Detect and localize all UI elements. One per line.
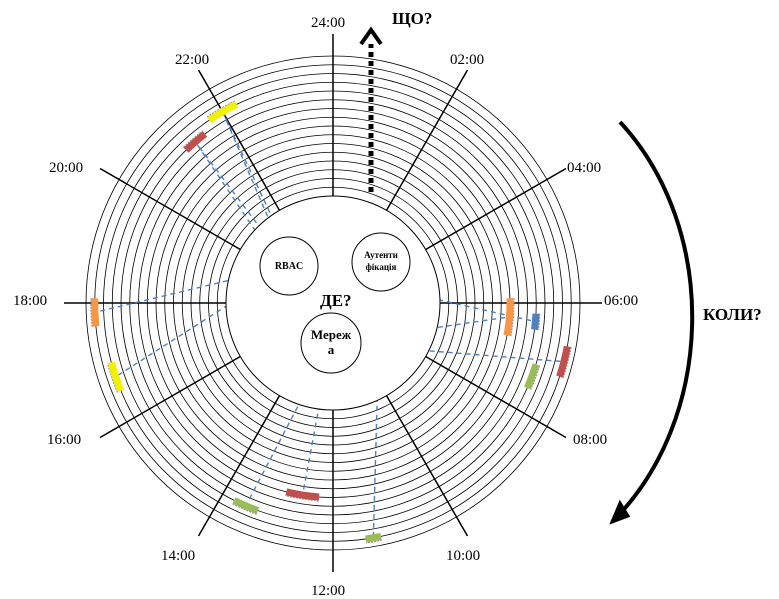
what-arrow — [359, 26, 383, 192]
hour-spoke — [425, 167, 567, 251]
authentication-node: Аутенти фікація — [351, 232, 411, 292]
event-link — [194, 141, 290, 267]
hour-label-02: 02:00 — [450, 52, 484, 68]
hour-label-18: 18:00 — [13, 293, 47, 309]
hour-label-04: 04:00 — [567, 160, 601, 176]
hour-label-06: 06:00 — [604, 293, 638, 309]
where-label: ДЕ? — [320, 291, 352, 310]
hour-spoke — [425, 355, 567, 439]
network-node: Мереж а — [300, 312, 362, 374]
network-label-line1: Мереж — [311, 327, 352, 342]
hour-spoke — [197, 69, 281, 211]
hour-label-10: 10:00 — [446, 548, 480, 564]
hour-label-08: 08:00 — [573, 432, 607, 448]
hour-label-22: 22:00 — [175, 52, 209, 68]
hour-spoke — [385, 395, 469, 537]
hour-label-16: 16:00 — [47, 432, 81, 448]
hour-spoke — [197, 395, 281, 537]
event-link — [115, 265, 290, 378]
event-arc — [91, 298, 100, 327]
event-arc — [107, 361, 125, 393]
authentication-label-line2: фікація — [366, 262, 397, 272]
event-arc — [232, 497, 260, 514]
event-arc — [183, 131, 208, 153]
hour-label-12: 12:00 — [311, 583, 345, 599]
hour-spoke — [99, 167, 241, 251]
network-label-line2: а — [328, 342, 335, 357]
event-arc — [207, 101, 239, 124]
when-arrow — [609, 120, 695, 525]
event-link — [94, 265, 290, 314]
hour-spokes — [64, 34, 602, 572]
hour-spoke — [99, 355, 241, 439]
rbac-label: RBAC — [275, 261, 303, 272]
what-label: ЩО? — [392, 9, 432, 28]
rbac-node: RBAC — [259, 236, 319, 296]
event-arc — [365, 532, 382, 543]
event-arc — [503, 298, 514, 336]
authentication-label-line1: Аутенти — [364, 250, 398, 260]
hour-label-20: 20:00 — [49, 160, 83, 176]
event-link — [301, 342, 332, 496]
hour-spoke — [385, 69, 469, 211]
when-label: КОЛИ? — [703, 305, 762, 324]
event-arc — [556, 345, 571, 378]
event-arcs — [90, 100, 572, 544]
event-arc — [531, 313, 540, 330]
event-arc — [524, 363, 540, 390]
event-arc — [285, 488, 320, 501]
hour-label-24: 24:00 — [311, 15, 345, 31]
hour-label-14: 14:00 — [161, 548, 195, 564]
